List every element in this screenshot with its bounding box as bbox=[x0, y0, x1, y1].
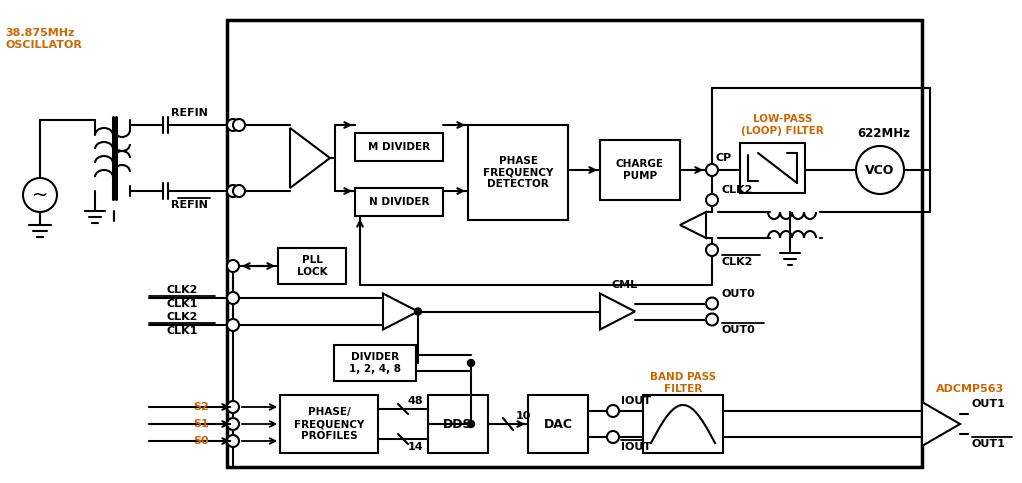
Text: CLK2: CLK2 bbox=[722, 257, 753, 267]
Text: OUT1: OUT1 bbox=[972, 439, 1006, 449]
Text: CML: CML bbox=[612, 280, 638, 289]
Circle shape bbox=[227, 319, 239, 331]
Text: BAND PASS
FILTER: BAND PASS FILTER bbox=[650, 372, 716, 394]
Circle shape bbox=[467, 359, 474, 367]
Circle shape bbox=[227, 260, 239, 272]
Polygon shape bbox=[680, 212, 706, 238]
Text: CLK2: CLK2 bbox=[722, 185, 753, 195]
Text: DIVIDER
1, 2, 4, 8: DIVIDER 1, 2, 4, 8 bbox=[349, 352, 401, 374]
Circle shape bbox=[856, 146, 904, 194]
Text: CLK1: CLK1 bbox=[167, 299, 197, 309]
Circle shape bbox=[607, 405, 619, 417]
Text: CLK1: CLK1 bbox=[167, 326, 197, 336]
Circle shape bbox=[706, 313, 718, 326]
Text: OUT1: OUT1 bbox=[972, 399, 1006, 409]
Text: OUT0: OUT0 bbox=[722, 325, 755, 335]
Text: CLK2: CLK2 bbox=[167, 312, 197, 322]
Text: S0: S0 bbox=[193, 436, 210, 446]
Circle shape bbox=[706, 164, 718, 176]
Circle shape bbox=[227, 401, 239, 413]
Circle shape bbox=[227, 435, 239, 447]
Circle shape bbox=[415, 308, 421, 315]
Text: CP: CP bbox=[716, 153, 732, 163]
Circle shape bbox=[607, 431, 619, 443]
Text: 38.875MHz: 38.875MHz bbox=[5, 28, 75, 38]
Text: LOW-PASS
(LOOP) FILTER: LOW-PASS (LOOP) FILTER bbox=[741, 114, 824, 136]
Text: PHASE
FREQUENCY
DETECTOR: PHASE FREQUENCY DETECTOR bbox=[482, 156, 553, 189]
Bar bbox=[355, 133, 443, 161]
Text: M DIVIDER: M DIVIDER bbox=[368, 142, 430, 152]
Circle shape bbox=[706, 194, 718, 206]
Text: DAC: DAC bbox=[544, 417, 572, 430]
Text: 14: 14 bbox=[408, 442, 424, 452]
Bar bbox=[740, 143, 805, 193]
Text: 622MHz: 622MHz bbox=[857, 127, 911, 140]
Polygon shape bbox=[383, 294, 418, 329]
Text: CHARGE
PUMP: CHARGE PUMP bbox=[616, 159, 664, 181]
Circle shape bbox=[706, 298, 718, 310]
Bar bbox=[355, 188, 443, 216]
Text: REFIN: REFIN bbox=[171, 200, 207, 210]
Text: CLK2: CLK2 bbox=[167, 285, 197, 295]
Text: IOUT: IOUT bbox=[621, 442, 651, 452]
Text: 48: 48 bbox=[408, 396, 424, 406]
Bar bbox=[643, 395, 723, 453]
Bar bbox=[280, 395, 378, 453]
Text: OSCILLATOR: OSCILLATOR bbox=[5, 40, 82, 50]
Circle shape bbox=[467, 421, 474, 427]
Text: 10: 10 bbox=[516, 411, 531, 421]
Circle shape bbox=[233, 185, 245, 197]
Text: REFIN: REFIN bbox=[171, 108, 207, 118]
Circle shape bbox=[227, 292, 239, 304]
Text: OUT0: OUT0 bbox=[722, 288, 755, 298]
Text: DDS: DDS bbox=[444, 417, 473, 430]
Text: IOUT: IOUT bbox=[621, 396, 651, 406]
Bar bbox=[227, 20, 922, 467]
Bar bbox=[278, 248, 346, 284]
Polygon shape bbox=[600, 294, 635, 329]
Text: ADCMP563: ADCMP563 bbox=[936, 384, 1005, 394]
Circle shape bbox=[227, 119, 239, 131]
Circle shape bbox=[227, 185, 239, 197]
Bar bbox=[468, 125, 568, 220]
Circle shape bbox=[227, 418, 239, 430]
Text: N DIVIDER: N DIVIDER bbox=[369, 197, 429, 207]
Polygon shape bbox=[922, 402, 960, 446]
Bar bbox=[528, 395, 588, 453]
Bar bbox=[600, 140, 680, 200]
Text: S1: S1 bbox=[193, 419, 210, 429]
Text: S2: S2 bbox=[193, 402, 210, 412]
Polygon shape bbox=[290, 128, 330, 188]
Text: PHASE/
FREQUENCY
PROFILES: PHASE/ FREQUENCY PROFILES bbox=[293, 407, 364, 440]
Text: VCO: VCO bbox=[866, 164, 894, 176]
Circle shape bbox=[24, 178, 57, 212]
Text: ~: ~ bbox=[32, 185, 48, 204]
Bar bbox=[428, 395, 487, 453]
Circle shape bbox=[233, 119, 245, 131]
Bar bbox=[334, 345, 416, 381]
Text: PLL
LOCK: PLL LOCK bbox=[296, 255, 327, 277]
Circle shape bbox=[706, 244, 718, 256]
